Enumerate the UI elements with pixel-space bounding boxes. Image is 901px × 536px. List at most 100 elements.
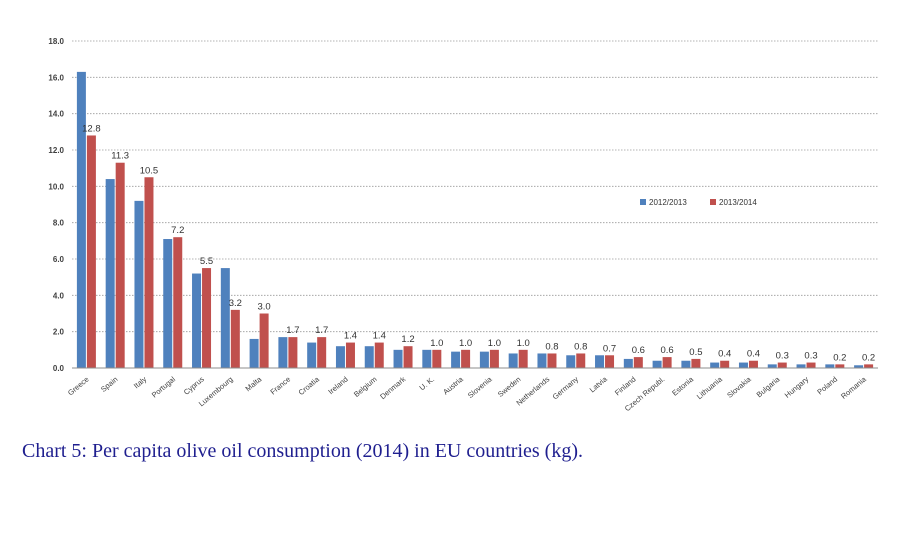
data-label: 3.0 (257, 302, 270, 313)
bar-2012-2013 (767, 364, 777, 368)
x-category-label: Estonia (670, 374, 696, 398)
bar-2013-2014 (633, 357, 643, 368)
bar-2012-2013 (508, 353, 518, 368)
bar-2012-2013 (76, 71, 86, 368)
bar-2013-2014 (144, 177, 154, 368)
x-category-label: Denmark (378, 374, 407, 401)
x-category-label: Croatia (297, 374, 322, 397)
data-label: 0.3 (776, 351, 789, 362)
legend-swatch-2012-2013 (640, 199, 646, 205)
bar-2013-2014 (259, 313, 269, 368)
data-label: 3.2 (229, 298, 242, 309)
bar-2012-2013 (623, 358, 633, 368)
bar-2012-2013 (249, 338, 259, 368)
bar-2013-2014 (547, 353, 557, 368)
bar-2012-2013 (710, 362, 720, 368)
data-label: 1.4 (373, 331, 386, 342)
x-category-label: Sweden (496, 375, 523, 399)
data-label: 1.7 (315, 325, 328, 336)
data-labels: 12.8 11.3 10.5 7.2 5.5 3.2 3.0 1.7 1.7 1.4 1.4 1.2 1… (82, 123, 875, 363)
bar-2012-2013 (825, 364, 835, 368)
x-category-label: Germany (551, 374, 581, 401)
bar-2013-2014 (86, 135, 96, 368)
bar-2012-2013 (537, 353, 547, 368)
bar-2013-2014 (173, 237, 183, 368)
bar-2012-2013 (307, 342, 317, 368)
bar-2012-2013 (192, 273, 202, 368)
legend-swatch-2013-2014 (710, 199, 716, 205)
bar-2013-2014 (317, 337, 327, 368)
y-tick-label: 12.0 (48, 146, 64, 155)
gridlines (72, 40, 878, 333)
x-category-label: Greece (66, 375, 91, 398)
data-label: 1.7 (286, 325, 299, 336)
bar-2013-2014 (374, 342, 384, 368)
bar-2013-2014 (864, 364, 874, 368)
bar-2013-2014 (403, 346, 413, 368)
data-label: 0.6 (632, 345, 645, 356)
bar-2013-2014 (835, 364, 845, 368)
y-tick-label: 0.0 (53, 364, 65, 373)
legend: 2012/2013 2013/2014 (640, 198, 757, 207)
bar-2013-2014 (489, 349, 499, 368)
data-label: 0.5 (689, 347, 702, 358)
data-label: 11.3 (111, 151, 129, 162)
bar-2012-2013 (278, 337, 288, 368)
x-category-label: Slovenia (466, 374, 494, 400)
x-category-label: France (269, 375, 293, 397)
bar-2012-2013 (479, 351, 489, 368)
x-category-label: Austria (441, 374, 465, 396)
data-label: 0.4 (747, 349, 760, 360)
bar-2013-2014 (461, 349, 471, 368)
bar-2013-2014 (720, 360, 730, 368)
bar-2012-2013 (738, 362, 748, 368)
bar-2013-2014 (806, 362, 816, 368)
bar-2013-2014 (230, 309, 240, 368)
y-tick-label: 18.0 (48, 37, 64, 46)
x-category-label: Ireland (326, 375, 349, 397)
x-category-label: Lithuania (695, 374, 725, 401)
y-tick-label: 16.0 (48, 73, 64, 82)
data-label: 1.0 (488, 338, 501, 349)
x-category-label: Bulgaria (755, 374, 782, 399)
x-category-label: Slovakia (725, 374, 753, 400)
bar-2012-2013 (422, 349, 432, 368)
bar-2012-2013 (134, 200, 144, 368)
data-label: 5.5 (200, 256, 213, 267)
data-label: 10.5 (140, 165, 159, 176)
bar-2012-2013 (220, 268, 230, 368)
data-label: 0.4 (718, 349, 731, 360)
bar-2013-2014 (748, 360, 758, 368)
bar-2013-2014 (115, 162, 125, 368)
x-category-label: Belgium (352, 375, 379, 399)
y-tick-label: 4.0 (53, 291, 65, 300)
legend-label-2012-2013: 2012/2013 (649, 198, 687, 207)
bar-2012-2013 (652, 360, 662, 368)
bar-2012-2013 (105, 179, 115, 368)
data-label: 0.6 (660, 345, 673, 356)
x-axis: Greece Spain Italy Portugal CyprusLuxembourg… (66, 367, 878, 413)
bar-2013-2014 (691, 358, 701, 368)
x-category-label: Latvia (588, 374, 610, 394)
bar-2012-2013 (335, 346, 345, 368)
data-label: 7.2 (171, 225, 184, 236)
data-label: 0.2 (862, 352, 875, 363)
bar-2013-2014 (605, 355, 615, 368)
x-category-label: Romania (839, 374, 868, 401)
data-label: 1.0 (430, 338, 443, 349)
legend-label-2013-2014: 2013/2014 (719, 198, 757, 207)
bar-2012-2013 (796, 364, 806, 368)
x-category-label: Cyprus (182, 374, 206, 396)
y-tick-label: 14.0 (48, 110, 64, 119)
x-category-label: Malta (244, 374, 264, 393)
y-axis: 0.0 2.0 4.0 6.0 8.0 10.0 12.0 14.0 16.0 18.0 (48, 37, 64, 373)
bar-2012-2013 (163, 239, 173, 368)
y-tick-label: 8.0 (53, 219, 65, 228)
data-label: 12.8 (82, 123, 101, 134)
data-label: 0.7 (603, 343, 616, 354)
bar-2013-2014 (202, 268, 212, 368)
data-label: 0.8 (545, 341, 558, 352)
bar-2013-2014 (288, 337, 298, 368)
x-category-label: Poland (815, 375, 839, 397)
bar-2013-2014 (432, 349, 442, 368)
